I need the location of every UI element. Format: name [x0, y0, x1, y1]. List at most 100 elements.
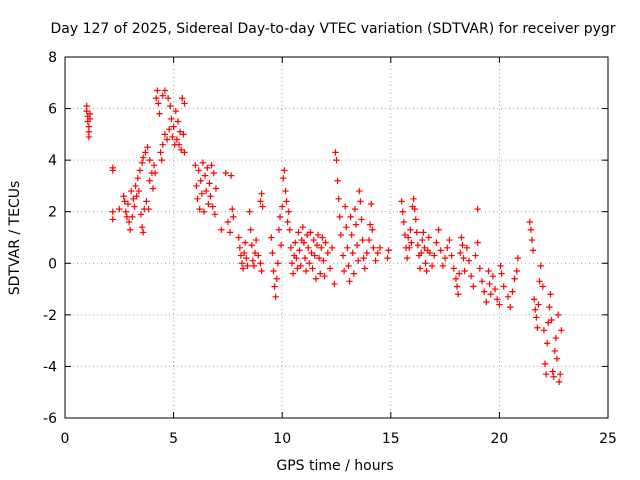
- data-point: [344, 244, 351, 252]
- data-point: [286, 226, 294, 233]
- data-point: [376, 244, 384, 252]
- data-point: [294, 265, 301, 272]
- data-point: [487, 291, 494, 298]
- data-point: [197, 177, 204, 184]
- data-point: [280, 174, 287, 182]
- data-point: [446, 236, 453, 244]
- data-point: [303, 231, 311, 239]
- data-point: [206, 180, 213, 187]
- data-point: [534, 324, 541, 331]
- data-point: [159, 92, 166, 99]
- data-point: [483, 298, 490, 306]
- data-point: [164, 95, 172, 102]
- data-point: [161, 87, 169, 94]
- data-point: [270, 267, 277, 275]
- data-point: [459, 242, 466, 249]
- data-point: [435, 226, 442, 233]
- grid-lines: [65, 57, 608, 418]
- data-point: [282, 187, 289, 195]
- data-point: [514, 254, 522, 262]
- data-point: [374, 249, 381, 257]
- data-point: [334, 177, 341, 184]
- data-point: [458, 234, 465, 241]
- data-point: [357, 198, 364, 205]
- data-point: [537, 262, 544, 270]
- data-point: [129, 213, 136, 221]
- data-point: [549, 368, 556, 375]
- data-point: [350, 270, 358, 277]
- data-point: [139, 229, 147, 236]
- data-point: [439, 262, 447, 270]
- data-point: [385, 247, 392, 254]
- data-point: [238, 260, 246, 267]
- data-point: [545, 319, 552, 326]
- data-point: [301, 254, 309, 262]
- data-point: [235, 234, 242, 241]
- data-point: [348, 231, 355, 239]
- data-point: [83, 107, 90, 115]
- data-point: [230, 213, 237, 221]
- data-point: [109, 208, 116, 215]
- data-point: [351, 205, 359, 213]
- data-point: [125, 218, 133, 226]
- data-point: [551, 347, 558, 355]
- data-point: [249, 257, 257, 264]
- y-tick-label: 0: [48, 256, 57, 272]
- data-point: [258, 267, 265, 275]
- data-point: [201, 172, 209, 179]
- data-point: [407, 226, 414, 233]
- x-tick-label: 25: [599, 431, 617, 447]
- data-point: [356, 187, 363, 195]
- data-point: [193, 182, 200, 190]
- data-point: [121, 198, 128, 205]
- data-point: [135, 187, 143, 195]
- data-point: [86, 115, 94, 123]
- data-point: [318, 244, 325, 252]
- data-point: [340, 267, 348, 275]
- data-point: [300, 239, 308, 246]
- data-point: [306, 260, 313, 267]
- data-point: [317, 270, 324, 277]
- data-point: [470, 283, 477, 290]
- data-point: [258, 190, 265, 197]
- data-point: [302, 267, 310, 275]
- data-point: [271, 283, 278, 290]
- data-point: [310, 236, 317, 244]
- data-point: [170, 123, 177, 130]
- data-point: [454, 291, 462, 298]
- x-axis-label: GPS time / hours: [276, 458, 393, 474]
- data-point: [181, 149, 188, 156]
- data-point: [161, 131, 169, 138]
- data-point: [404, 234, 412, 241]
- data-point: [511, 275, 518, 282]
- data-point: [250, 262, 258, 270]
- data-point: [248, 242, 255, 249]
- data-point: [155, 100, 162, 107]
- data-point: [494, 296, 501, 303]
- data-point: [526, 218, 534, 226]
- data-point: [284, 218, 291, 226]
- data-point: [416, 265, 424, 272]
- y-tick-label: -6: [43, 411, 57, 427]
- data-point: [384, 254, 391, 262]
- data-point: [359, 236, 366, 244]
- data-point: [237, 252, 245, 259]
- data-point: [275, 226, 283, 233]
- data-point: [398, 198, 405, 205]
- data-point: [509, 288, 516, 295]
- data-point: [239, 265, 247, 272]
- axis-ticks: 0 5 10 15 20 25 -6 -4 -2 0 2 4 6 8: [43, 50, 617, 447]
- data-point: [546, 303, 553, 311]
- data-point: [313, 242, 321, 249]
- data-point: [226, 229, 234, 236]
- data-point: [126, 226, 134, 233]
- data-point: [448, 252, 455, 259]
- data-point: [365, 236, 373, 244]
- data-point: [174, 118, 182, 125]
- data-point: [461, 267, 468, 275]
- data-point: [131, 203, 138, 210]
- data-point: [465, 257, 473, 264]
- data-point: [548, 316, 555, 324]
- data-point: [149, 185, 157, 192]
